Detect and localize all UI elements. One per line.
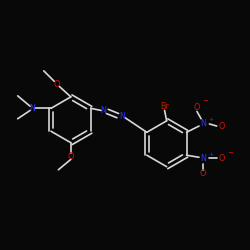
Text: N: N [200, 120, 206, 128]
Text: +: + [208, 152, 213, 157]
Text: −: − [202, 98, 208, 104]
Text: Br: Br [160, 102, 169, 111]
Text: O: O [200, 170, 206, 178]
Text: N: N [119, 112, 125, 121]
Text: O: O [53, 80, 60, 89]
Text: +: + [208, 117, 213, 122]
Text: N: N [100, 106, 106, 115]
Text: N: N [200, 154, 206, 163]
Text: N: N [29, 104, 35, 113]
Text: −: − [227, 150, 233, 156]
Text: O: O [194, 103, 200, 112]
Text: O: O [219, 122, 225, 130]
Text: O: O [68, 152, 74, 161]
Text: O: O [219, 154, 225, 163]
